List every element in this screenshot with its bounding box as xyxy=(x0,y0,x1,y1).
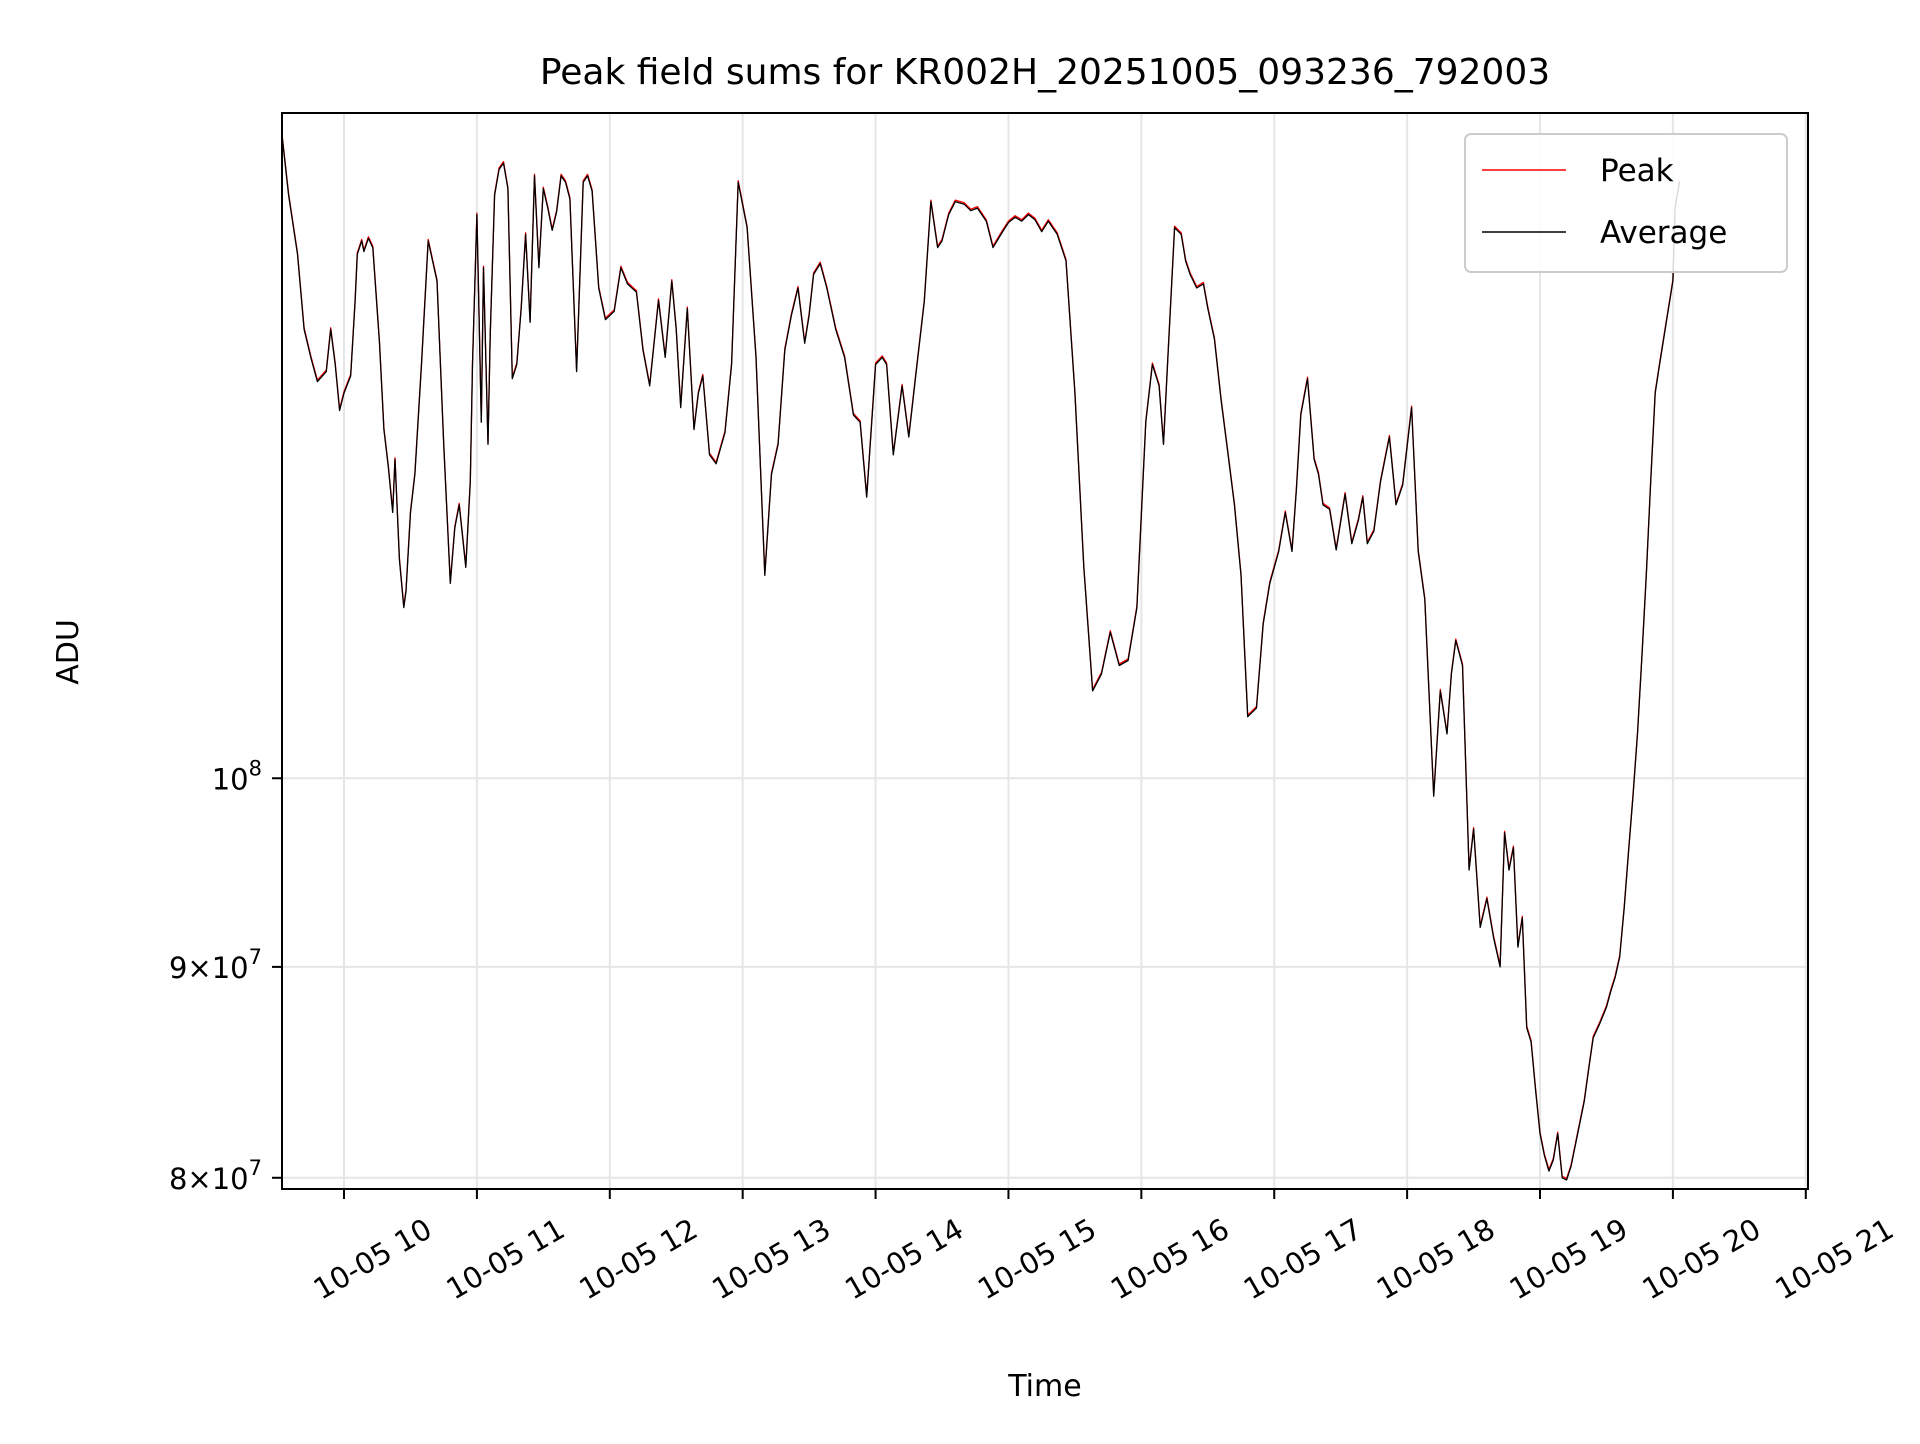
y-tick-mantissa: 8 xyxy=(169,1162,187,1196)
y-tick-label: 108 xyxy=(212,756,262,796)
y-tick-label: 8×107 xyxy=(169,1156,262,1196)
y-axis-label: ADU xyxy=(51,619,86,685)
legend: Peak Average xyxy=(1464,133,1788,273)
x-axis-label: Time xyxy=(1007,1369,1081,1404)
grid-lines xyxy=(282,113,1808,1189)
y-tick-label: 9×107 xyxy=(169,945,262,985)
legend-label-peak: Peak xyxy=(1600,153,1674,189)
y-tick-base: 10 xyxy=(212,1162,249,1196)
series-layer xyxy=(281,133,1681,1181)
y-tick-exponent: 7 xyxy=(249,1156,262,1180)
chart-title: Peak field sums for KR002H_20251005_0932… xyxy=(540,52,1550,93)
y-tick-exponent: 8 xyxy=(249,756,262,780)
y-tick-times: × xyxy=(187,951,211,985)
series-line-average xyxy=(281,135,1681,1181)
y-tick-times: × xyxy=(187,1162,211,1196)
y-tick-mantissa: 9 xyxy=(169,951,187,985)
y-tick-base: 10 xyxy=(212,762,249,796)
legend-label-average: Average xyxy=(1600,215,1727,251)
y-tick-base: 10 xyxy=(212,951,249,985)
legend-box xyxy=(1464,133,1788,273)
y-tick-exponent: 7 xyxy=(249,945,262,969)
plot-frame xyxy=(281,112,1809,1190)
